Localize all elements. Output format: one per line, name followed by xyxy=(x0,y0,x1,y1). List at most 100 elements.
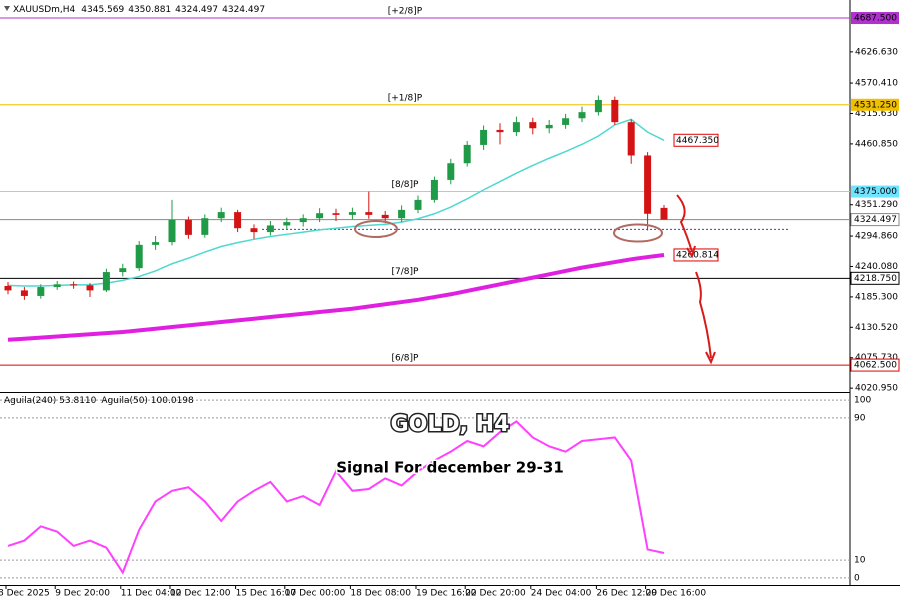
candle-body xyxy=(299,218,307,223)
price-tag-label: 4218.750 xyxy=(854,274,897,284)
candle-body xyxy=(20,290,28,296)
ma-value-tag xyxy=(673,248,719,262)
arrow-head xyxy=(686,245,696,259)
low-value: 4324.497 xyxy=(175,5,218,15)
open-value: 4345.569 xyxy=(81,5,124,15)
price-tag xyxy=(851,98,899,111)
y-tick-label: 4020.950 xyxy=(855,384,898,394)
candle-body xyxy=(86,285,94,291)
y-tick-label: 4460.850 xyxy=(855,139,898,149)
candle-body xyxy=(53,284,61,288)
price-tag-label: 4687.500 xyxy=(854,14,897,24)
ma-value-label: 4260.814 xyxy=(676,250,719,260)
indicator-header: Aguila(240) 53.8110 Aguila(50) 100.0198 xyxy=(4,396,194,406)
indicator-label: Aguila(240) 53.8110 xyxy=(4,396,97,406)
indicator-label: Aguila(50) 100.0198 xyxy=(101,396,194,406)
price-tag xyxy=(851,185,899,198)
candle-body xyxy=(480,129,488,145)
plot-area: 4626.630 4570.410 4515.630 4460.850 4351.290… xyxy=(0,7,900,599)
y-tick-label: 4240.080 xyxy=(855,262,898,272)
y-tick-label: 4185.300 xyxy=(855,292,898,302)
x-tick-label: 9 Dec 20:00 xyxy=(55,589,110,599)
x-tick-label: 22 Dec 20:00 xyxy=(465,589,526,599)
candle-body xyxy=(644,155,652,214)
level-name: [8/8]P xyxy=(392,180,420,190)
y-tick-label: 4075.730 xyxy=(855,353,898,363)
candle-body xyxy=(37,287,45,296)
candle-body xyxy=(70,284,78,286)
candle-body xyxy=(250,228,258,233)
indicator-line xyxy=(7,420,665,575)
level-name: [6/8]P xyxy=(392,354,420,364)
price-tag-label: 4062.500 xyxy=(854,361,897,371)
symbol: XAUUSDm,H4 xyxy=(13,5,76,15)
candle-body xyxy=(316,213,324,219)
x-tick-label: 26 Dec 12:00 xyxy=(596,589,657,599)
candle-body xyxy=(201,218,209,235)
candle-body xyxy=(398,209,406,219)
overlay-title: GOLD, H4 xyxy=(391,412,510,437)
close-value: 4324.497 xyxy=(222,5,265,15)
moving-average xyxy=(7,118,665,287)
candle-body xyxy=(119,268,127,273)
level-name: [+1/8]P xyxy=(388,93,423,103)
candle-body xyxy=(234,212,242,229)
price-tag xyxy=(851,12,899,25)
ma-value-tag xyxy=(673,133,719,147)
price-tag xyxy=(850,213,900,227)
candle-body xyxy=(627,122,635,156)
candle-body xyxy=(414,199,422,210)
indicator-tick-label: 10 xyxy=(854,556,866,566)
x-tick-label: 11 Dec 04:00 xyxy=(121,589,182,599)
candle-body xyxy=(562,118,570,125)
candle-body xyxy=(578,112,586,119)
candle-body xyxy=(4,285,12,291)
candle-body xyxy=(152,242,160,245)
current-price-label: 4324.497 xyxy=(854,215,897,225)
indicator-tick-label: 90 xyxy=(854,413,866,423)
candle-body xyxy=(365,212,373,215)
high-value: 4350.881 xyxy=(128,5,171,15)
y-tick-label: 4294.860 xyxy=(855,232,898,242)
x-tick-label: 17 Dec 00:00 xyxy=(285,589,346,599)
y-tick-label: 4515.630 xyxy=(855,109,898,119)
candle-body xyxy=(447,163,455,180)
y-tick-label: 4351.290 xyxy=(855,200,898,210)
candle-body xyxy=(332,213,340,215)
x-tick-label: 15 Dec 16:00 xyxy=(236,589,297,599)
price-tag xyxy=(850,358,900,372)
candle-body xyxy=(348,212,356,215)
candle-body xyxy=(266,225,274,233)
price-tag xyxy=(850,271,900,285)
candle-body xyxy=(660,207,668,220)
indicator-tick-label: 0 xyxy=(854,573,860,583)
support-ellipse xyxy=(354,220,398,238)
y-tick-label: 4130.520 xyxy=(855,323,898,333)
support-ellipse xyxy=(613,223,663,243)
candle-body xyxy=(611,99,619,123)
forecast-arrow xyxy=(676,194,693,253)
level-name: [+2/8]P xyxy=(388,7,423,17)
candle-body xyxy=(102,272,110,291)
price-tag-label: 4375.000 xyxy=(854,187,897,197)
y-tick-label: 4570.410 xyxy=(855,79,898,89)
candle-body xyxy=(283,222,291,226)
x-tick-label: 19 Dec 16:00 xyxy=(416,589,477,599)
forecast-arrow xyxy=(695,271,712,359)
candle-body xyxy=(545,124,553,129)
candle-body xyxy=(217,212,225,219)
candle-body xyxy=(135,244,143,269)
candle-body xyxy=(381,214,389,219)
candle-body xyxy=(529,122,537,129)
indicator-tick-label: 100 xyxy=(854,396,871,406)
x-tick-label: 12 Dec 12:00 xyxy=(170,589,231,599)
x-tick-label: 18 Dec 08:00 xyxy=(350,589,411,599)
candle-body xyxy=(430,179,438,200)
y-tick-label: 4626.630 xyxy=(855,47,898,57)
candle-body xyxy=(168,219,176,243)
candle-body xyxy=(594,99,602,113)
overlay-subtitle: Signal For december 29-31 xyxy=(336,459,564,477)
x-tick-label: 29 Dec 16:00 xyxy=(646,589,707,599)
